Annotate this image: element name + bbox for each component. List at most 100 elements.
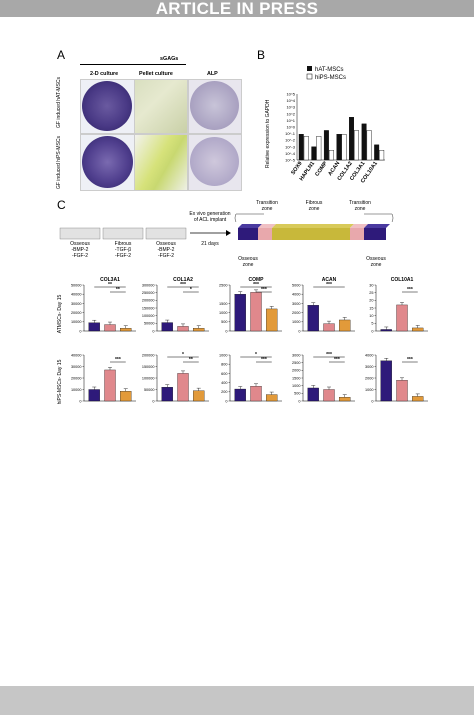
footer-bar (0, 686, 474, 715)
b-y-tick-label: 10^3 (286, 105, 295, 110)
mini-y-tick-label: 0 (225, 399, 227, 403)
mini-bar-0 (161, 322, 173, 332)
mini-y-tick-label: 15 (369, 306, 373, 310)
mini-y-tick-label: 0 (152, 329, 154, 333)
b-bar-comp-0 (323, 130, 329, 161)
mini-bar-1 (396, 304, 408, 332)
mini-y-tick-label: 0 (79, 329, 81, 333)
mini-y-tick-label: 1000 (365, 388, 373, 392)
bar2-top: Fibrous (115, 241, 132, 247)
mini-y-tick-label: 5000 (292, 283, 300, 287)
mini-bar-2 (120, 391, 132, 402)
b-bar-acan-0 (336, 134, 342, 161)
mini-y-tick-label: 1000 (292, 320, 300, 324)
mini-y-tick-label: 200000 (142, 353, 155, 357)
sig-label-narrow: ** (189, 357, 193, 363)
panel-a-label: A (57, 48, 66, 62)
bar1-top: Osseous (70, 241, 90, 247)
implant-transition-left-top (258, 224, 276, 228)
mini-chart-row2-4: 0 1000 2000 3000 4000 *** (365, 353, 428, 403)
mini-bar-2 (412, 327, 424, 332)
mini-chart-acan: ACAN 0 1000 2000 3000 4000 5000 *** (292, 277, 355, 333)
mini-bar-0 (234, 294, 246, 332)
mini-y-tick-label: 3000 (292, 353, 300, 357)
photo-alp-hips (188, 134, 242, 191)
mini-chart-row2-0: 0 10000 20000 30000 40000 *** (71, 353, 136, 403)
implant-osseous-right (364, 228, 386, 240)
sig-label-narrow: *** (407, 287, 413, 293)
legend-swatch-hips (306, 73, 313, 80)
protocol-arrowhead (226, 230, 231, 236)
b-bar-col3a1-0 (361, 123, 367, 161)
col-2d-culture: 2-D culture (90, 71, 119, 77)
sig-label-wide: * (182, 352, 184, 358)
mini-chart-col3a1: COL3A1 0 10000 20000 30000 40000 50000 ** ** (71, 277, 136, 333)
b-bar-acan-1 (341, 134, 347, 161)
sig-label-narrow: *** (261, 287, 267, 293)
implant-osseous-left (238, 228, 258, 240)
mini-y-tick-label: 2000 (292, 369, 300, 373)
b-y-tick-label: 10^5 (286, 92, 295, 97)
mini-y-tick-label: 100000 (142, 314, 155, 318)
col-pellet-culture: Pellet culture (139, 71, 173, 77)
implant-fibrous-top (272, 224, 354, 228)
mini-bar-1 (177, 373, 189, 402)
sgags-underline (80, 64, 186, 65)
mini-y-tick-label: 10000 (71, 320, 82, 324)
sig-label-wide: *** (253, 282, 259, 288)
mini-chart-title: COL1A2 (173, 277, 193, 283)
sgags-header: sGAGs (160, 56, 179, 62)
mini-bar-1 (250, 386, 262, 402)
b-bar-col3a1-1 (366, 130, 372, 161)
photo-2d-hat (80, 79, 135, 134)
sig-label-narrow: *** (407, 357, 413, 363)
implant-transition-right (350, 228, 364, 240)
b-y-tick-label: 10^-4 (285, 151, 296, 156)
sig-label-wide: ** (108, 282, 112, 288)
mini-y-tick-label: 30 (369, 283, 373, 287)
mini-y-tick-label: 600 (221, 372, 227, 376)
legend-swatch-hat (307, 66, 312, 71)
mini-bar-2 (339, 397, 351, 402)
bar3-top: Osseous (156, 241, 176, 247)
mini-chart-title: COMP (249, 277, 265, 283)
b-y-tick-label: 10^1 (286, 118, 295, 123)
transition-left-l1: Transition (256, 200, 278, 206)
sig-label-wide: * (255, 352, 257, 358)
b-y-tick-label: 10^0 (286, 125, 295, 130)
mini-chart-title: COL10A1 (391, 277, 414, 283)
sig-label-narrow: * (190, 287, 192, 293)
mini-y-tick-label: 10000 (71, 388, 82, 392)
mini-y-tick-label: 0 (298, 399, 300, 403)
panel-b-ylabel: Relative expression to GAPDH (265, 99, 271, 168)
mini-chart-col10a1: COL10A1 0 5 10 15 20 25 30 *** (369, 277, 428, 333)
b-bar-col10a1-1 (379, 150, 385, 161)
mini-y-tick-label: 0 (371, 329, 373, 333)
bar3-line2: -FGF-2 (158, 253, 174, 259)
mini-bar-0 (307, 387, 319, 402)
mini-bar-0 (234, 388, 246, 402)
sig-label-narrow: *** (261, 357, 267, 363)
row-label-hips: GF induced hiPS-MSCs (56, 135, 62, 190)
legend-hat: hAT-MSCs (315, 67, 344, 73)
mini-bar-0 (307, 305, 319, 332)
b-bar-col1a2-0 (349, 117, 354, 161)
sig-label-wide: *** (180, 282, 186, 288)
mini-bar-2 (266, 308, 278, 332)
arrow-days: 21 days (201, 241, 219, 247)
b-y-tick-label: 10^-1 (285, 131, 296, 136)
mini-y-tick-label: 300000 (142, 283, 155, 287)
b-bar-hapln1-0 (311, 146, 317, 161)
fibrous-zone-l2: zone (309, 206, 320, 212)
photo-alp-hat (188, 79, 242, 134)
mini-y-tick-label: 400 (221, 381, 227, 385)
mini-bar-0 (88, 389, 100, 402)
mini-bar-1 (104, 324, 116, 332)
panel-c-protocol: Osseous -BMP-2 -FGF-2 Fibrous -TGF-β -FG… (59, 200, 394, 268)
b-bar-col1a2-1 (354, 130, 359, 161)
b-bar-sox9-1 (303, 136, 309, 161)
implant-transition-left (258, 228, 272, 240)
mini-bar-0 (161, 387, 173, 402)
mini-y-tick-label: 3000 (365, 365, 373, 369)
